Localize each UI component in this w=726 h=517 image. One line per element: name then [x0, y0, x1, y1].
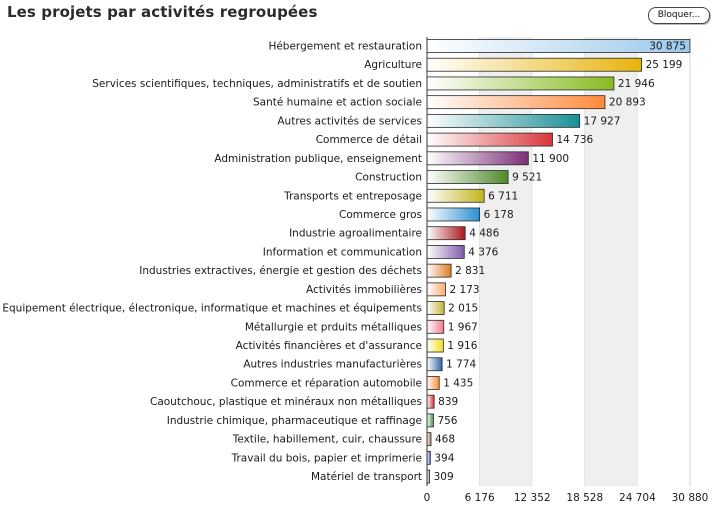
- bar[interactable]: [426, 263, 452, 278]
- bar[interactable]: [426, 151, 529, 166]
- value-label: 14 736: [557, 134, 594, 146]
- category-label: Transports et entreposage: [283, 190, 422, 202]
- category-label: Activités financières et d'assurance: [236, 340, 422, 352]
- x-tick-label: 18 528: [566, 492, 603, 504]
- x-axis: 0 6 176 12 352 18 528 24 704 30 880: [424, 37, 709, 504]
- bar[interactable]: [426, 57, 643, 72]
- x-tick-label: 30 880: [672, 492, 709, 504]
- bar[interactable]: [426, 450, 431, 465]
- chart-title: Les projets par activités regroupées: [7, 3, 318, 21]
- value-label: 1 916: [447, 340, 477, 352]
- bar[interactable]: [426, 226, 466, 241]
- bar[interactable]: [426, 413, 434, 428]
- bar[interactable]: [426, 282, 446, 297]
- category-label: Administration publique, enseignement: [214, 153, 422, 165]
- category-label: Hébergement et restauration: [268, 41, 422, 53]
- value-label: 2 831: [455, 265, 485, 277]
- category-label: Services scientifiques, techniques, admi…: [92, 78, 422, 90]
- bar[interactable]: [426, 301, 445, 315]
- grid-bands: [427, 37, 691, 486]
- bar[interactable]: [426, 376, 440, 390]
- value-label: 6 711: [488, 190, 518, 202]
- bar[interactable]: [426, 170, 509, 184]
- lock-button[interactable]: Bloquer...: [648, 7, 710, 24]
- value-label: 839: [438, 396, 458, 408]
- bar[interactable]: [426, 113, 581, 128]
- category-label: Autres industries manufacturières: [243, 359, 422, 371]
- value-label: 2 015: [448, 303, 478, 315]
- bar[interactable]: [426, 338, 444, 353]
- value-labels: 30 875 25 199 21 946 20 893 17 927 14 736 11 9…: [434, 41, 686, 484]
- value-label: 17 927: [584, 115, 621, 127]
- value-label: 21 946: [618, 78, 655, 90]
- bar[interactable]: [426, 95, 606, 110]
- value-label: 468: [435, 434, 455, 446]
- bar[interactable]: [426, 245, 465, 259]
- category-label: Caoutchouc, plastique et minéraux non mé…: [150, 396, 422, 408]
- value-label: 4 376: [468, 246, 498, 258]
- grid-band: [584, 37, 638, 486]
- bar[interactable]: [426, 188, 485, 203]
- value-label: 756: [437, 415, 457, 427]
- category-label: Matériel de transport: [311, 471, 422, 483]
- category-label: Commerce de détail: [316, 134, 422, 146]
- category-label: Construction: [355, 172, 422, 184]
- bar[interactable]: [426, 432, 432, 447]
- grid-band: [532, 37, 585, 486]
- bar[interactable]: [426, 394, 435, 409]
- category-label: Activités immobilières: [306, 284, 422, 296]
- value-label: 309: [434, 471, 454, 483]
- bar[interactable]: [426, 357, 443, 372]
- category-label: Métallurgie et prduits métalliques: [245, 321, 422, 333]
- category-labels: Hébergement et restauration Agriculture Se…: [2, 41, 422, 484]
- category-label: Information et communication: [263, 246, 422, 258]
- category-label: Equipement électrique, électronique, inf…: [2, 303, 422, 315]
- x-tick-label: 24 704: [619, 492, 656, 504]
- x-tick-label: 6 176: [465, 492, 495, 504]
- grid-band: [637, 37, 690, 486]
- category-label: Industrie chimique, pharmaceutique et ra…: [167, 415, 422, 427]
- category-label: Commerce et réparation automobile: [231, 377, 422, 389]
- value-label: 1 774: [446, 359, 476, 371]
- value-label: 2 173: [450, 284, 480, 296]
- bar[interactable]: [426, 207, 481, 222]
- category-label: Textile, habillement, cuir, chaussure: [232, 434, 422, 446]
- bar[interactable]: [426, 76, 615, 91]
- value-label: 11 900: [532, 153, 569, 165]
- x-tick-label: 0: [424, 492, 431, 504]
- category-label: Autres activités de services: [277, 115, 422, 127]
- category-label: Santé humaine et action sociale: [253, 97, 422, 109]
- value-label: 4 486: [469, 228, 499, 240]
- value-label: 20 893: [609, 97, 646, 109]
- value-label: 1 967: [448, 321, 478, 333]
- grid-band: [479, 37, 533, 486]
- category-label: Agriculture: [364, 59, 422, 71]
- value-label: 6 178: [484, 209, 514, 221]
- value-label: 9 521: [512, 172, 542, 184]
- value-label: 30 875: [649, 41, 686, 53]
- category-label: Travail du bois, papier et imprimerie: [231, 452, 422, 464]
- x-tick-label: 12 352: [514, 492, 551, 504]
- bar[interactable]: [426, 319, 445, 334]
- value-label: 25 199: [646, 59, 683, 71]
- category-label: Industrie agroalimentaire: [289, 228, 422, 240]
- value-label: 394: [434, 452, 454, 464]
- category-label: Commerce gros: [339, 209, 422, 221]
- category-label: Industries extractives, énergie et gesti…: [139, 265, 422, 277]
- value-label: 1 435: [443, 377, 473, 389]
- bar[interactable]: [426, 132, 553, 147]
- grid-band: [427, 37, 480, 486]
